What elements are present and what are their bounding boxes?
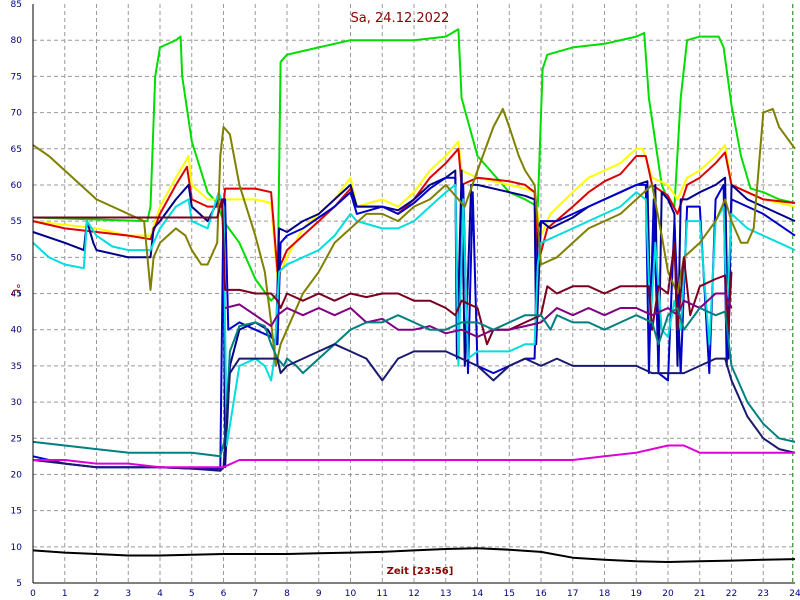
series-line-1 <box>32 28 796 302</box>
x-tick-label: 3 <box>125 589 131 599</box>
x-tick-label: 12 <box>408 589 419 599</box>
x-tick-label: 13 <box>440 589 451 599</box>
x-tick-label: 8 <box>284 589 290 599</box>
x-tick-label: 5 <box>189 589 195 599</box>
y-tick-label: 30 <box>11 398 23 408</box>
x-tick-label: 24 <box>789 589 800 599</box>
x-tick-label: 21 <box>694 589 705 599</box>
x-tick-label: 11 <box>377 589 388 599</box>
x-tick-label: 7 <box>252 589 258 599</box>
x-tick-label: 16 <box>535 589 547 599</box>
series-line-11 <box>32 343 796 472</box>
x-tick-label: 20 <box>662 589 674 599</box>
y-tick-label: 35 <box>11 362 22 372</box>
x-tick-label: 18 <box>599 589 611 599</box>
series-line-8 <box>33 198 733 346</box>
x-tick-label: 9 <box>316 589 322 599</box>
x-tick-label: 4 <box>157 589 163 599</box>
y-tick-label: 70 <box>11 109 23 119</box>
x-tick-label: 1 <box>62 589 68 599</box>
y-tick-label: 85 <box>11 0 22 10</box>
x-tick-label: 10 <box>345 589 357 599</box>
series-line-2 <box>32 140 796 280</box>
x-tick-label: 17 <box>567 589 578 599</box>
y-tick-label: 65 <box>11 145 22 155</box>
x-axis-label: Zeit [23:56] <box>387 566 454 577</box>
y-tick-label: 55 <box>11 217 22 227</box>
y-tick-label: 40 <box>11 326 23 336</box>
series-group <box>32 28 796 563</box>
y-tick-label: 15 <box>11 507 22 517</box>
x-tick-label: 15 <box>504 589 515 599</box>
series-line-7 <box>32 107 796 367</box>
axes: 0 1 2 3 4 5 6 7 8 9 10 11 12 13 14 15 16 17 18 19 20 21 22 23 24… <box>11 0 800 599</box>
x-tick-label: 19 <box>631 589 643 599</box>
y-tick-label: 60 <box>11 181 23 191</box>
y-tick-label: 45 <box>11 290 22 300</box>
y-tick-label: 5 <box>16 579 22 589</box>
y-tick-label: 20 <box>11 470 23 480</box>
x-tick-label: 14 <box>472 589 484 599</box>
x-tick-label: 0 <box>30 589 36 599</box>
y-axis-label: °C <box>9 283 22 297</box>
y-tick-label: 25 <box>11 434 22 444</box>
y-tick-label: 75 <box>11 72 22 82</box>
series-line-10 <box>32 307 796 458</box>
x-tick-label: 23 <box>758 589 769 599</box>
x-tick-label: 2 <box>94 589 100 599</box>
y-tick-label: 80 <box>11 36 23 46</box>
chart-title: Sa, 24.12.2022 <box>351 11 450 26</box>
x-tick-label: 22 <box>726 589 737 599</box>
x-tick-label: 6 <box>221 589 227 599</box>
y-tick-label: 50 <box>11 253 23 263</box>
series-line-13 <box>32 547 796 563</box>
y-tick-label: 10 <box>11 543 23 553</box>
series-line-9 <box>224 292 733 338</box>
series-line-12 <box>33 444 795 469</box>
series-line-3 <box>32 147 796 273</box>
